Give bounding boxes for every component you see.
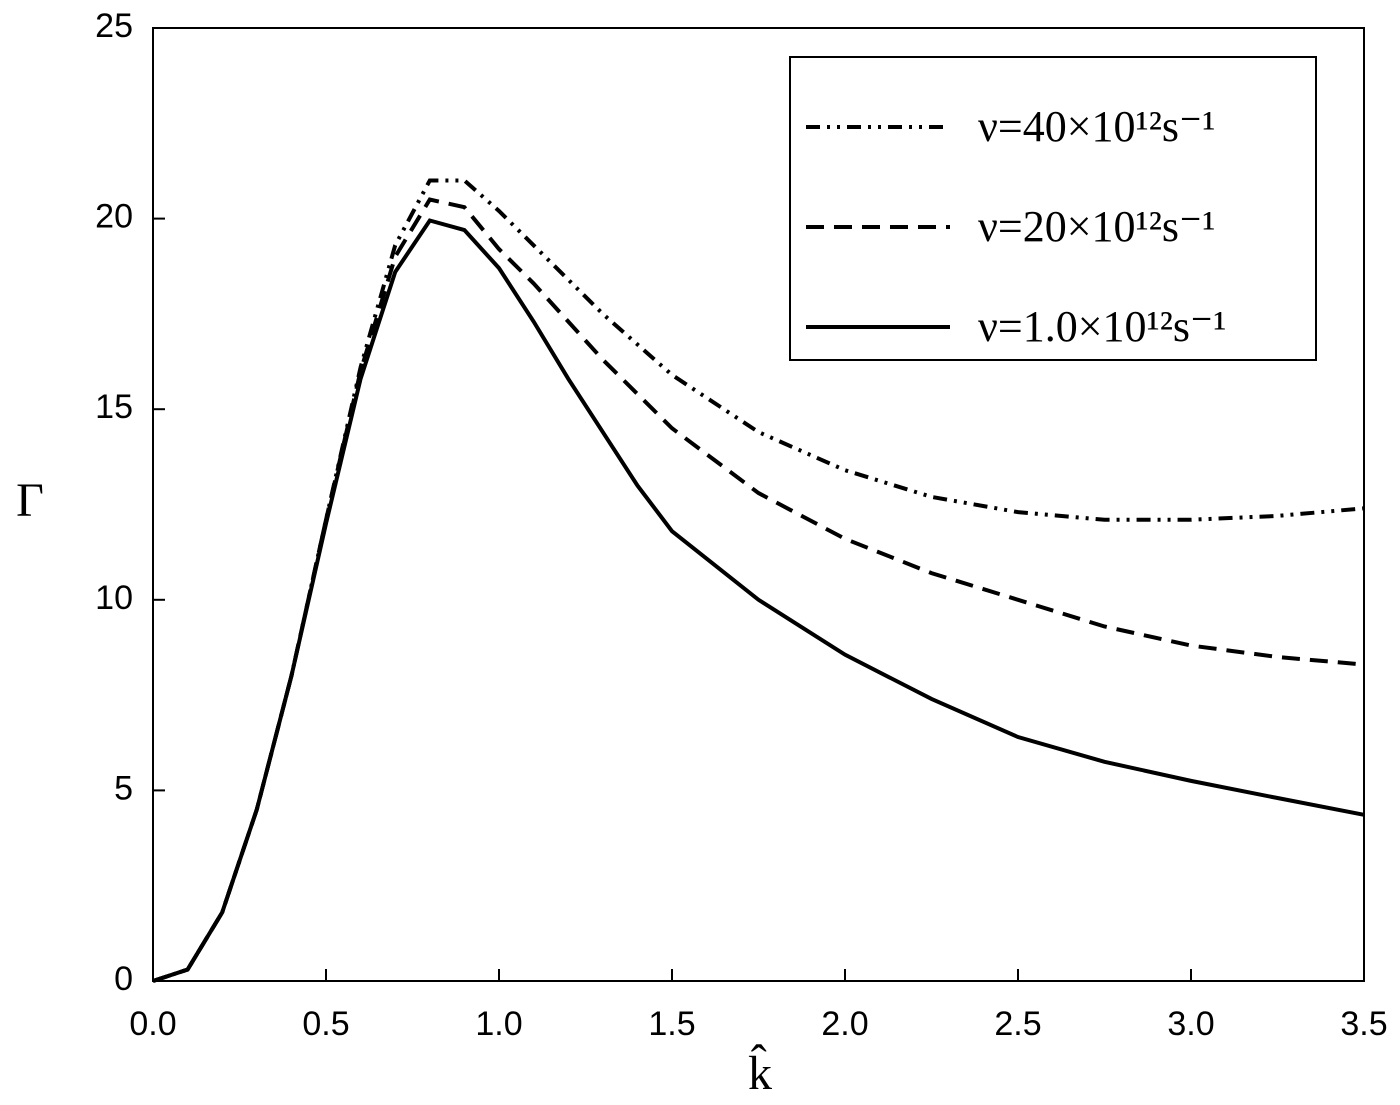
line-series bbox=[152, 218, 1365, 983]
y-tick-label: 20 bbox=[95, 198, 133, 236]
y-tick-label: 15 bbox=[95, 388, 133, 426]
legend-box bbox=[789, 56, 1317, 361]
x-tick-label: 1.0 bbox=[475, 1005, 522, 1043]
x-tick-label: 3.5 bbox=[1340, 1005, 1387, 1043]
x-tick-label: 1.5 bbox=[648, 1005, 695, 1043]
x-tick-label: 0.5 bbox=[302, 1005, 349, 1043]
legend-label: ν=1.0×10¹²s⁻¹ bbox=[978, 302, 1226, 351]
x-tick-label: 2.0 bbox=[821, 1005, 868, 1043]
x-tick-label: 3.0 bbox=[1167, 1005, 1214, 1043]
plot-frame bbox=[152, 27, 1365, 982]
y-tick-label: 5 bbox=[114, 769, 133, 807]
y-axis-label: Γ bbox=[16, 474, 44, 527]
line-series bbox=[152, 197, 1365, 983]
y-tick-label: 25 bbox=[95, 7, 133, 45]
x-axis-label: k̂ bbox=[748, 1043, 772, 1100]
y-tick-label: 0 bbox=[114, 960, 133, 998]
x-tick-label: 0.0 bbox=[129, 1005, 176, 1043]
legend-label: ν=20×10¹²s⁻¹ bbox=[978, 202, 1215, 251]
x-tick-label: 2.5 bbox=[994, 1005, 1041, 1043]
y-tick-label: 10 bbox=[95, 579, 133, 617]
legend-label: ν=40×10¹²s⁻¹ bbox=[978, 102, 1215, 151]
